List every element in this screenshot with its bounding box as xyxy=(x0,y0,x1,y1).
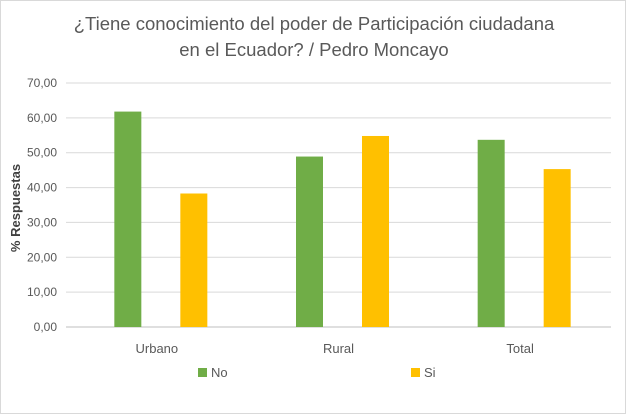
x-axis-categories: Urbano Rural Total xyxy=(136,341,534,356)
bar-no-total xyxy=(477,139,505,327)
y-tick-label: 70,00 xyxy=(27,76,57,90)
y-tick-label: 0,00 xyxy=(34,320,58,334)
chart-title-line-1: ¿Tiene conocimiento del poder de Partici… xyxy=(74,13,555,34)
legend-swatch-si xyxy=(411,368,420,377)
bars xyxy=(114,111,571,327)
legend-label-no: No xyxy=(211,365,228,380)
y-axis-ticks: 0,00 10,00 20,00 30,00 40,00 50,00 60,00 70,00 xyxy=(27,76,57,334)
y-tick-label: 50,00 xyxy=(27,146,57,160)
y-axis-label: % Respuestas xyxy=(8,164,23,252)
y-tick-label: 60,00 xyxy=(27,111,57,125)
y-tick-label: 30,00 xyxy=(27,215,57,229)
category-label: Urbano xyxy=(136,341,179,356)
bar-no-rural xyxy=(296,156,323,327)
category-label: Rural xyxy=(323,341,354,356)
bar-si-rural xyxy=(362,135,389,327)
category-label: Total xyxy=(506,341,534,356)
y-tick-label: 20,00 xyxy=(27,250,57,264)
y-tick-label: 40,00 xyxy=(27,181,57,195)
legend-swatch-no xyxy=(198,368,207,377)
bar-no-urbano xyxy=(114,111,142,327)
chart-title-line-2: en el Ecuador? / Pedro Moncayo xyxy=(179,39,448,60)
legend: No Si xyxy=(198,365,436,380)
gridlines xyxy=(66,82,611,328)
legend-label-si: Si xyxy=(424,365,436,380)
y-tick-label: 10,00 xyxy=(27,285,57,299)
bar-si-urbano xyxy=(180,193,208,327)
bar-si-total xyxy=(543,169,571,327)
